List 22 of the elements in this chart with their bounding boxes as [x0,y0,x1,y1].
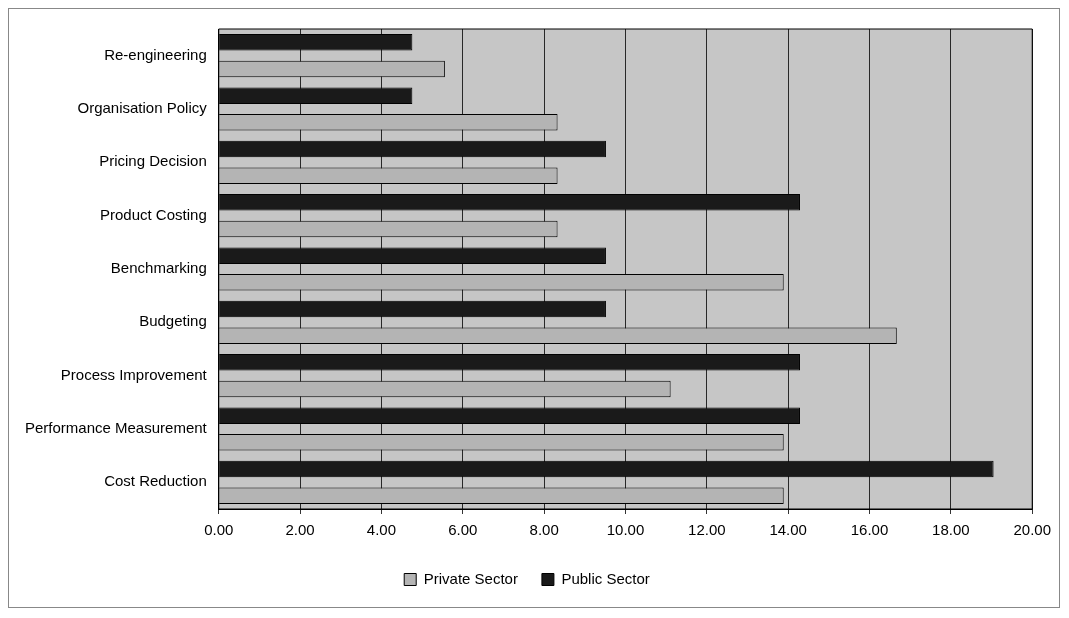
y-tick-label: Re-engineering [104,45,207,63]
x-tick-label: 20.00 [1013,521,1052,539]
y-tick-label: Product Costing [100,205,207,223]
x-tick-label: 14.00 [769,521,807,539]
legend-label: Private Sector [423,569,518,587]
legend-label: Public Sector [561,569,650,587]
y-tick-label: Pricing Decision [99,152,207,170]
y-tick-label: Performance Measurement [24,419,208,437]
y-tick-label: Process Improvement [60,365,208,383]
x-tick-label: 16.00 [850,521,889,539]
x-tick-label: 2.00 [285,521,315,539]
x-tick-label: 18.00 [932,521,970,539]
y-tick-label: Benchmarking [110,259,207,277]
x-tick-label: 8.00 [529,521,559,539]
x-tick-label: 0.00 [204,521,234,539]
x-tick-label: 6.00 [448,521,478,539]
y-tick-label: Budgeting [139,312,207,330]
y-tick-label: Organisation Policy [77,99,208,117]
x-tick-label: 10.00 [606,521,645,539]
x-tick-label: 12.00 [688,521,726,539]
y-tick-label: Cost Reduction [104,472,207,490]
x-tick-label: 4.00 [366,521,397,539]
